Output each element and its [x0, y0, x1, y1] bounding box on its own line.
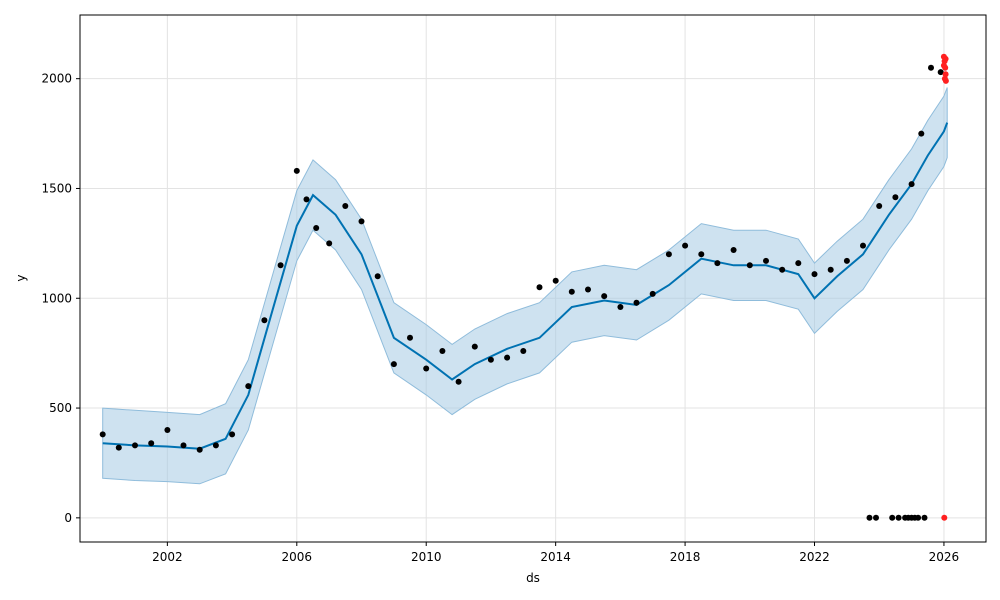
- observed-point: [326, 240, 333, 247]
- y-axis-label: y: [14, 274, 28, 281]
- observed-point-zero: [895, 514, 902, 521]
- observed-points-layer: [99, 53, 949, 521]
- observed-point: [633, 299, 640, 306]
- outlier-point: [941, 75, 948, 82]
- x-tick-label: 2010: [411, 550, 442, 564]
- observed-point: [730, 247, 737, 253]
- outlier-point: [942, 55, 949, 62]
- observed-point: [196, 446, 203, 453]
- observed-point: [665, 251, 672, 258]
- observed-point: [277, 262, 284, 269]
- observed-point: [552, 277, 559, 284]
- observed-point: [390, 361, 397, 368]
- observed-point-zero: [873, 514, 879, 521]
- observed-point: [918, 130, 925, 137]
- observed-point: [164, 427, 171, 433]
- observed-point: [407, 334, 413, 341]
- plot-frame: [79, 14, 987, 543]
- observed-point: [585, 286, 591, 293]
- observed-point: [714, 260, 721, 267]
- forecast-line: [102, 122, 949, 450]
- y-axis: 0 500 1000 1500 2000: [41, 72, 80, 525]
- y-tick-label: 0: [64, 511, 72, 525]
- observed-point: [148, 440, 155, 447]
- x-tick-label: 2002: [152, 550, 183, 564]
- y-tick-label: 2000: [41, 72, 72, 86]
- observed-point: [374, 273, 381, 280]
- uncertainty-band-layer: [102, 87, 948, 485]
- observed-point: [682, 242, 689, 249]
- observed-point: [229, 431, 236, 438]
- x-tick-label: 2018: [670, 550, 701, 564]
- forecast-line-layer: [102, 122, 949, 450]
- outlier-point: [941, 514, 948, 521]
- observed-point-zero: [866, 514, 873, 521]
- outlier-point: [942, 71, 949, 78]
- observed-point: [937, 69, 944, 76]
- observed-point: [568, 288, 575, 295]
- observed-point: [928, 64, 934, 71]
- observed-point: [892, 194, 899, 201]
- observed-point: [779, 266, 786, 273]
- observed-point: [132, 442, 138, 449]
- observed-point: [487, 356, 494, 363]
- x-tick-label: 2006: [282, 550, 313, 564]
- observed-point-zero: [921, 514, 928, 521]
- observed-point: [843, 257, 850, 264]
- observed-point: [293, 167, 300, 174]
- observed-point: [504, 354, 511, 361]
- observed-point: [439, 348, 446, 354]
- observed-point: [649, 290, 656, 297]
- x-tick-label: 2022: [799, 550, 830, 564]
- observed-point: [342, 203, 349, 209]
- observed-point: [455, 378, 462, 385]
- uncertainty-band: [102, 87, 948, 485]
- outlier-point: [940, 62, 947, 69]
- observed-point: [180, 442, 187, 449]
- observed-point: [358, 218, 365, 225]
- y-tick-label: 1500: [41, 181, 72, 195]
- y-tick-label: 1000: [41, 291, 72, 305]
- observed-point: [423, 365, 430, 372]
- observed-point: [471, 343, 478, 350]
- observed-point: [746, 262, 753, 269]
- observed-point: [261, 317, 268, 324]
- observed-point-zero: [889, 514, 896, 521]
- observed-point: [698, 251, 705, 258]
- observed-point: [601, 293, 608, 300]
- observed-point: [795, 260, 802, 267]
- observed-point: [827, 266, 834, 273]
- observed-point: [536, 284, 543, 291]
- observed-point: [908, 181, 915, 188]
- observed-point-zero: [915, 514, 922, 521]
- observed-point: [876, 203, 883, 209]
- observed-point: [245, 383, 252, 390]
- observed-point: [313, 225, 320, 231]
- observed-point: [763, 257, 769, 264]
- observed-point: [520, 348, 527, 354]
- observed-point: [99, 431, 106, 438]
- observed-point: [115, 444, 122, 451]
- observed-point: [860, 242, 866, 249]
- observed-point: [811, 271, 818, 278]
- y-tick-label: 500: [49, 401, 72, 415]
- x-axis: 2002 2006 2010 2014 2018 2022 2026: [152, 542, 959, 564]
- observed-point: [303, 196, 310, 203]
- observed-point: [617, 304, 624, 310]
- observed-point: [212, 442, 219, 449]
- x-axis-label: ds: [526, 571, 540, 585]
- x-tick-label: 2026: [929, 550, 960, 564]
- x-tick-label: 2014: [540, 550, 571, 564]
